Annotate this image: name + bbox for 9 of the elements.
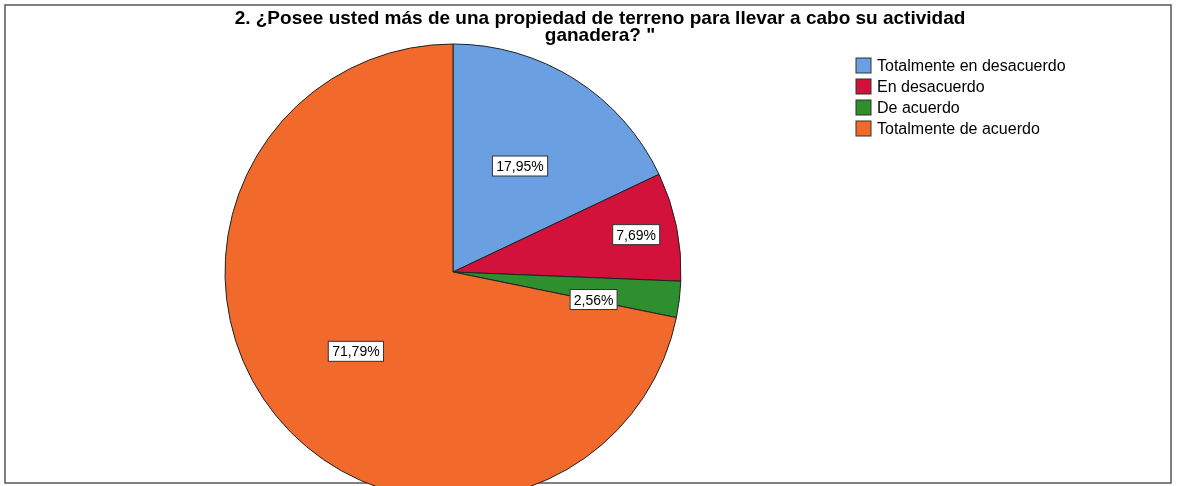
legend-label: De acuerdo [877, 99, 960, 116]
data-label: 7,69% [616, 226, 657, 243]
data-label: 71,79% [332, 343, 380, 360]
data-label: 17,95% [496, 158, 544, 175]
chart-title: 2. ¿Posee usted más de una propiedad de terreno para llevar a cabo su actividad ganadera? " [234, 7, 966, 45]
legend-label: Totalmente de acuerdo [877, 120, 1040, 137]
data-label: 2,56% [573, 291, 614, 308]
legend-label: En desacuerdo [877, 78, 985, 95]
legend-label: Totalmente en desacuerdo [877, 57, 1066, 74]
